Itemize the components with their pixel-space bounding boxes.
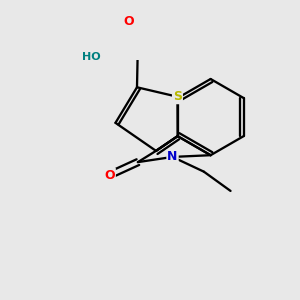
Text: HO: HO xyxy=(82,52,101,62)
Text: O: O xyxy=(104,169,115,182)
Text: N: N xyxy=(167,150,178,164)
Text: S: S xyxy=(173,90,182,103)
Text: O: O xyxy=(124,14,134,28)
